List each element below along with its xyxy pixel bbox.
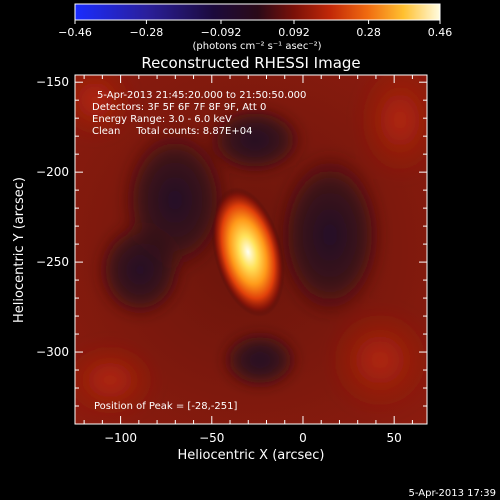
heatmap-image	[75, 75, 427, 424]
info-detectors: Detectors: 3F 5F 6F 7F 8F 9F, Att 0	[92, 102, 266, 113]
colorbar-units: (photons cm⁻² s⁻¹ asec⁻²)	[192, 41, 321, 52]
plot-frame	[74, 74, 428, 425]
y-tick-label: −250	[36, 255, 69, 269]
chart-title: Reconstructed RHESSI Image	[141, 54, 360, 72]
colorbar-tick-label: 0.28	[356, 26, 381, 39]
colorbar-tick-label: −0.28	[130, 26, 164, 39]
colorbar-tick-label: −0.46	[58, 26, 92, 39]
y-tick-label: −300	[36, 345, 69, 359]
colorbar-tick-label: 0.46	[428, 26, 453, 39]
y-axis-ticks: −150 −200 −250 −300	[36, 75, 427, 425]
colorbar-tick-label: −0.092	[201, 26, 242, 39]
colorbar: −0.46 −0.28 −0.092 0.092 0.28 0.46 (photons c…	[58, 3, 452, 52]
y-tick-label: −150	[36, 75, 69, 89]
flare-source	[211, 187, 285, 317]
y-tick-label: −200	[36, 165, 69, 179]
peak-position-label: Position of Peak = [-28,-251]	[94, 401, 238, 412]
info-annotation: 5-Apr-2013 21:45:20.000 to 21:50:50.000 …	[92, 90, 306, 137]
x-tick-label: −50	[199, 431, 224, 445]
y-axis-label: Heliocentric Y (arcsec)	[12, 177, 27, 323]
x-tick-label: 0	[299, 431, 307, 445]
x-axis-ticks: −100 −50 0 50	[83, 75, 413, 445]
colorbar-tick-label: 0.092	[278, 26, 310, 39]
colorbar-ticks: −0.46 −0.28 −0.092 0.092 0.28 0.46	[58, 20, 452, 39]
info-clean-counts: Clean Total counts: 8.87E+04	[92, 126, 252, 137]
x-tick-label: −100	[104, 431, 137, 445]
info-time-range: 5-Apr-2013 21:45:20.000 to 21:50:50.000	[97, 90, 306, 101]
x-tick-label: 50	[387, 431, 402, 445]
timestamp: 5-Apr-2013 17:39	[409, 488, 496, 499]
info-energy-range: Energy Range: 3.0 - 6.0 keV	[92, 114, 232, 125]
colorbar-gradient	[74, 3, 441, 21]
x-axis-label: Heliocentric X (arcsec)	[178, 448, 325, 463]
